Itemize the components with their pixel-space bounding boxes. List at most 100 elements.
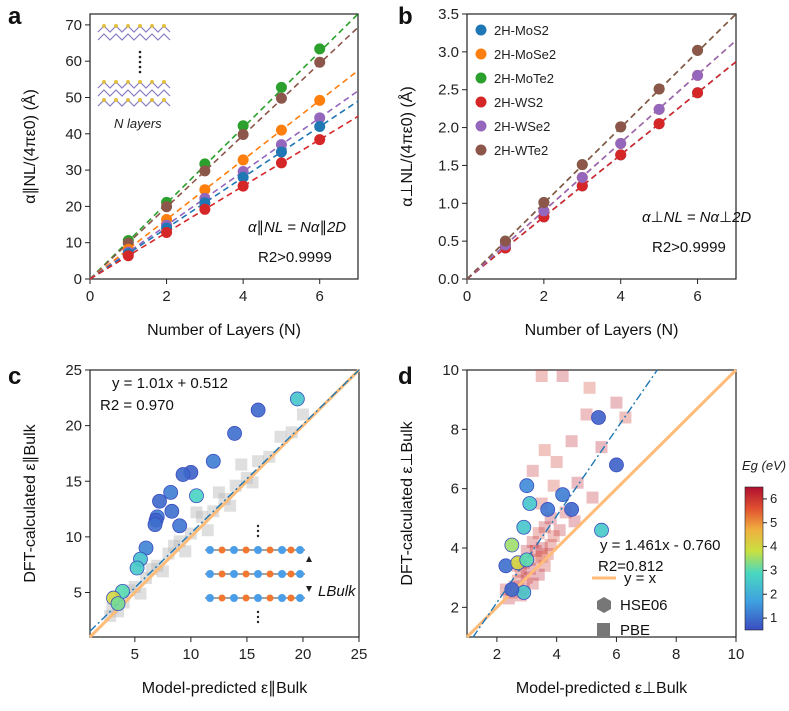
panel-c-fit-equation: y = 1.01x + 0.512 (112, 375, 228, 392)
inset-lbulk-label: LBulk (318, 583, 357, 600)
fit-line-2h-mose2 (89, 69, 359, 280)
legend-marker-2h-mote2 (475, 72, 487, 84)
data-point-2h-wse2 (653, 103, 665, 115)
panel-c-plot: 5 10 15 20 25 5 10 15 20 25 Model-predicted ε∥Bulk… (22, 362, 367, 697)
panel-a-ytick-label: 60 (65, 53, 82, 70)
data-point-2h-ws2 (314, 134, 326, 146)
data-point-2h-mose2 (199, 184, 211, 196)
panel-b-equation: α⊥NL = Nα⊥2D (642, 209, 751, 226)
fit-line-2h-ws2 (466, 61, 737, 280)
panel-d-label: d (398, 363, 413, 390)
pbe-point (556, 370, 569, 382)
fit-line (472, 369, 658, 638)
panel-d-xtick-label: 6 (612, 646, 620, 663)
panel-d-r2: R2=0.812 (598, 558, 663, 575)
fit-line-2h-wte2 (466, 13, 737, 280)
panel-b-ytick-label: 0.0 (438, 271, 459, 288)
hse06-point (147, 517, 163, 533)
hse06-point (250, 402, 266, 418)
data-point-2h-wse2 (576, 172, 588, 184)
panel-c-xtick-label: 10 (183, 646, 200, 663)
fit-line-2h-mote2 (89, 13, 359, 280)
hse06-point (519, 552, 535, 568)
panel-a-equation: α∥NL = Nα∥2D (248, 219, 346, 236)
legend-label-2h-mos2: 2H-MoS2 (494, 23, 549, 38)
data-point-2h-wse2 (615, 137, 627, 149)
panel-b-xlabel: Number of Layers (N) (525, 322, 679, 339)
panel-b-ylabel: α⊥NL/(4πε0) (Å) (397, 86, 416, 206)
data-point-2h-wte2 (499, 235, 511, 247)
panel-b-ytick-label: 3.5 (438, 6, 459, 23)
pbe-point (179, 545, 192, 558)
data-point-2h-mose2 (237, 154, 249, 166)
data-point-2h-wte2 (199, 165, 211, 177)
panel-d-xtick-label: 8 (672, 646, 680, 663)
data-point-2h-wte2 (275, 92, 287, 104)
legend-label-2h-wse2: 2H-WSe2 (494, 119, 550, 134)
panel-c-ytick-label: 5 (74, 585, 82, 602)
pbe-point (586, 491, 599, 504)
layer-structure-icon (97, 24, 171, 107)
hse06-point (175, 467, 191, 482)
panel-c-xtick-label: 5 (131, 646, 139, 663)
data-point-2h-ws2 (237, 180, 249, 192)
panel-b-xtick-label: 0 (463, 288, 471, 305)
pbe-point (610, 396, 623, 409)
hse06-point (594, 522, 609, 538)
pbe-point (140, 572, 153, 585)
legend-marker-2h-wse2 (475, 120, 487, 132)
panel-a-ytick-label: 30 (65, 162, 82, 179)
pbe-point (583, 381, 596, 394)
panel-d-frame (466, 369, 737, 638)
pbe-point (296, 408, 309, 421)
panel-c-ytick-label: 25 (65, 362, 82, 379)
data-point-2h-mos2 (314, 121, 326, 133)
hse06-point (152, 493, 167, 509)
panel-a-xtick-label: 4 (239, 288, 247, 305)
panel-a-ytick-label: 20 (65, 198, 82, 215)
pbe-point (538, 444, 551, 457)
panel-b-label: b (398, 3, 413, 30)
data-point-2h-ws2 (615, 149, 627, 161)
data-point-2h-ws2 (122, 250, 134, 262)
colorbar-tick-label: 1 (770, 610, 777, 625)
hse06-point (609, 457, 624, 473)
hse06-point (504, 582, 520, 597)
pbe-point (201, 524, 214, 537)
legend-label-2h-wte2: 2H-WTe2 (494, 143, 548, 158)
data-point-2h-wte2 (653, 83, 665, 95)
pbe-point (595, 441, 608, 454)
panel-a-ytick-label: 70 (65, 17, 82, 34)
data-point-2h-mos2 (275, 146, 287, 158)
hse06-point (519, 478, 535, 494)
data-point-2h-mos2 (237, 171, 249, 183)
hse06-point (289, 391, 305, 407)
hse06-point (555, 487, 571, 503)
pbe-point (526, 536, 539, 549)
panel-a-ytick-label: 0 (74, 271, 82, 288)
panel-a-ytick-label: 10 (65, 235, 82, 252)
data-point-2h-wte2 (576, 159, 588, 171)
hse06-point (522, 496, 538, 511)
panel-c-ytick-label: 20 (65, 418, 82, 435)
hse06-point (129, 560, 145, 576)
data-point-2h-wse2 (692, 69, 704, 81)
legend-pbe-label: PBE (620, 622, 650, 639)
pbe-point (526, 464, 539, 477)
pbe-point (538, 521, 551, 534)
panel-b-ytick-label: 0.5 (438, 233, 459, 250)
panel-c-xtick-label: 20 (295, 646, 312, 663)
panel-d-ylabel: DFT-calculated ε⊥Bulk (399, 420, 416, 585)
hse06-point (172, 518, 188, 534)
panel-d-xlabel: Model-predicted ε⊥Bulk (516, 680, 688, 697)
bulk-layers-icon (205, 524, 312, 624)
legend-marker-2h-mose2 (475, 48, 487, 60)
legend-marker-2h-mos2 (475, 24, 487, 36)
panel-d-ytick-label: 8 (451, 421, 459, 438)
pbe-point (190, 506, 203, 519)
panel-d-ytick-label: 6 (451, 481, 459, 498)
data-point-2h-ws2 (199, 203, 211, 215)
panel-c-xtick-label: 15 (239, 646, 256, 663)
data-point-2h-mote2 (237, 120, 249, 132)
data-point-2h-wse2 (538, 205, 550, 217)
